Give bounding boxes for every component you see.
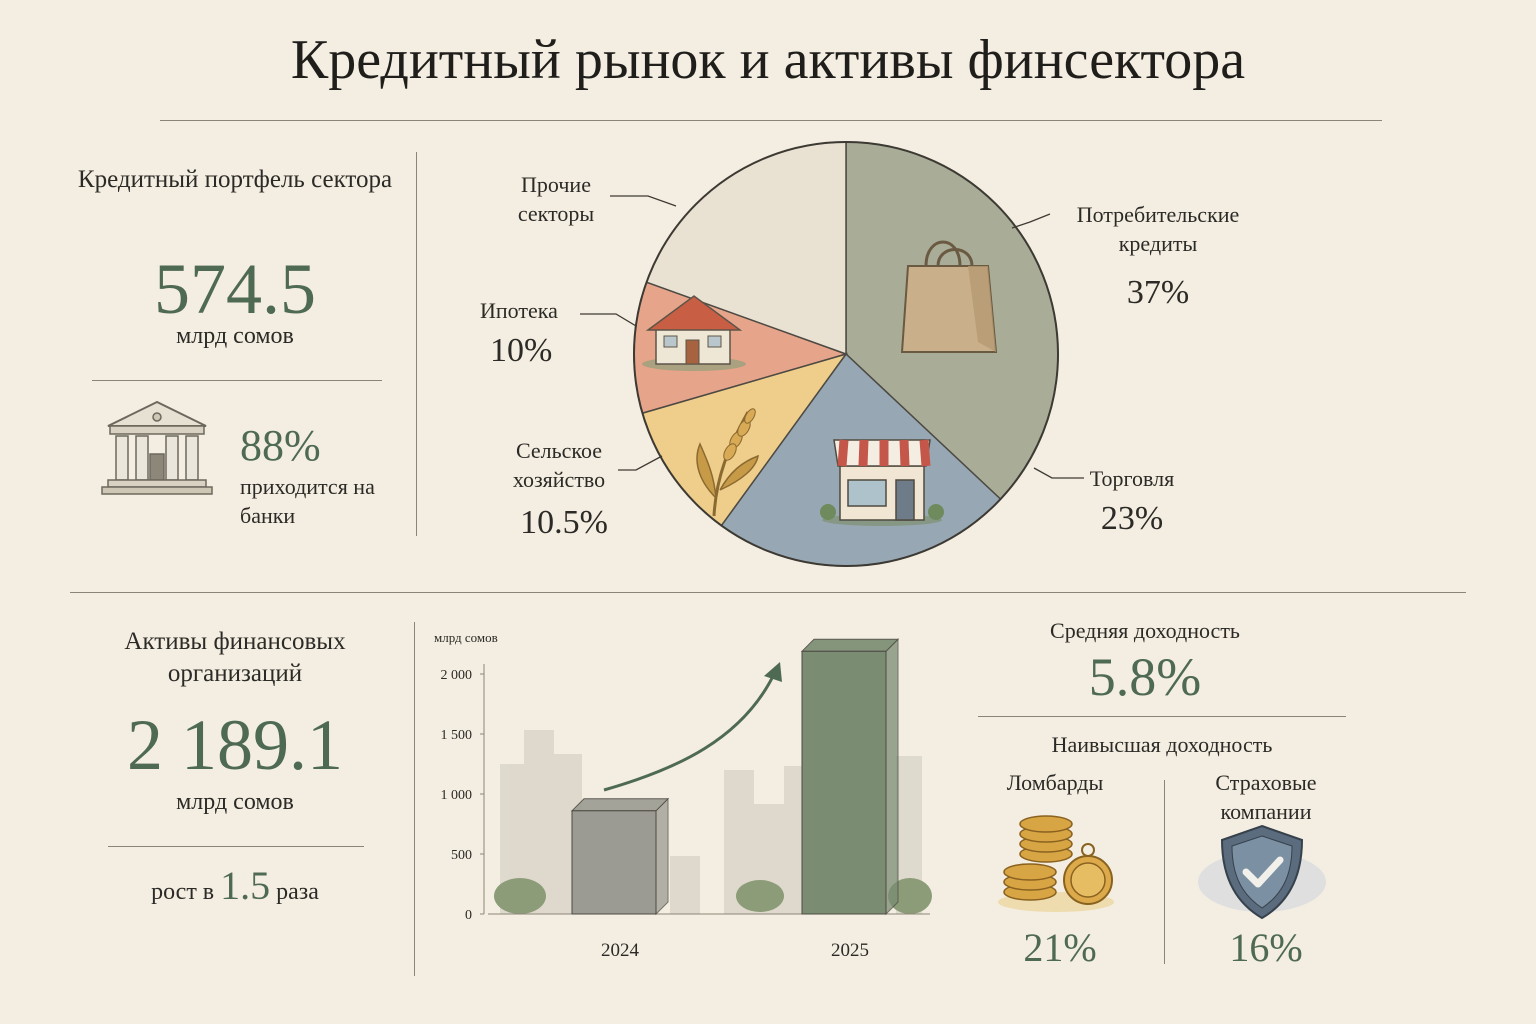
y-tick-label: 500: [451, 848, 472, 863]
y-tick-label: 1 500: [441, 728, 473, 743]
y-tick-label: 0: [465, 908, 472, 923]
pie-label-consumer: Потребительские кредиты: [1076, 202, 1240, 256]
pie-label-trade: Торговля: [1089, 466, 1175, 491]
store-icon: [820, 439, 944, 526]
insurance-label: Страховые компании: [1215, 770, 1317, 824]
pie-label-agriculture: Сельское хозяйство: [512, 438, 606, 492]
bar-top-2025: [800, 638, 900, 652]
pie-label-mortgage: Ипотека: [480, 298, 558, 323]
lombard-label: Ломбарды: [1006, 770, 1104, 795]
shopping-bag-icon: [900, 240, 998, 353]
insurance-value: 16%: [1229, 925, 1303, 970]
house-icon: [642, 295, 746, 371]
x-tick-label: 2025: [831, 940, 869, 961]
pie-value-mortgage: 10%: [490, 332, 553, 369]
title-divider: [160, 120, 1382, 121]
lombard-value: 21%: [1023, 925, 1097, 970]
bar-top-2024: [570, 798, 670, 812]
bar-2025: [801, 650, 887, 915]
pie-value-agriculture: 10.5%: [520, 504, 608, 541]
pie-value-consumer: 37%: [1126, 274, 1190, 311]
bottom-vertical-divider: [414, 622, 415, 976]
growth-value: 1.5: [220, 863, 271, 908]
assets-value: 2 189.1: [127, 705, 343, 785]
bank-share-text: приходится на банки: [240, 474, 375, 528]
growth-prefix: рост в: [151, 879, 215, 905]
yield-divider: [978, 716, 1346, 717]
assets-divider: [108, 846, 364, 847]
bar-side-2025: [885, 638, 899, 916]
pie-outline: [633, 141, 1059, 567]
y-tick-label: 1 000: [441, 788, 473, 803]
assets-heading: Активы финансовых организаций: [124, 628, 346, 687]
avg-yield-value: 5.8%: [1088, 647, 1202, 707]
bar-side-2024: [655, 797, 669, 916]
x-tick-label: 2024: [601, 940, 640, 961]
growth-suffix: раза: [276, 879, 319, 905]
portfolio-heading: Кредитный портфель сектора: [77, 166, 393, 193]
top-vertical-divider: [416, 152, 417, 536]
bank-share-value: 88%: [240, 421, 321, 470]
yield-vertical-divider: [1164, 780, 1165, 964]
portfolio-unit: млрд сомов: [176, 323, 294, 349]
assets-bar-chart: 2024 2025 млрд сомов 0 500 1 000 1 500 2 000: [434, 630, 932, 961]
top-yield-label: Наивысшая доходность: [1051, 732, 1273, 757]
avg-yield-label: Средняя доходность: [1050, 618, 1240, 643]
pie-label-other: Прочие секторы: [517, 172, 595, 226]
wheat-icon: [696, 408, 759, 517]
assets-growth: рост в 1.5 раза: [70, 862, 400, 909]
portfolio-divider: [92, 380, 382, 381]
bank-building-icon: [101, 400, 213, 495]
gold-coins-icon: [998, 815, 1114, 912]
y-tick-label: 2 000: [441, 668, 473, 683]
middle-divider: [70, 592, 1466, 593]
growth-arrowhead: [764, 662, 782, 682]
bar-2024: [571, 810, 657, 915]
pie-value-trade: 23%: [1100, 500, 1164, 537]
portfolio-value: 574.5: [154, 249, 316, 329]
y-axis-label: млрд сомов: [434, 630, 498, 645]
shrubs: [494, 878, 932, 914]
assets-unit: млрд сомов: [176, 789, 294, 815]
insurance-shield-icon: [1198, 824, 1326, 920]
growth-arrow: [603, 669, 778, 792]
page-title: Кредитный рынок и активы финсектора: [290, 29, 1246, 91]
